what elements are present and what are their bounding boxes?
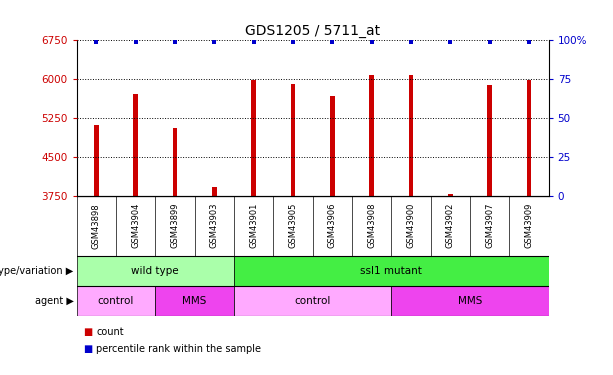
Text: GSM43898: GSM43898 (92, 203, 101, 249)
Bar (330, 96, 335, 196)
Text: ■: ■ (83, 344, 92, 354)
Bar (251, 80, 256, 196)
Bar (77, 286, 155, 316)
Text: ■: ■ (83, 327, 92, 337)
Bar (94, 124, 99, 196)
Bar (234, 256, 549, 286)
Bar (155, 286, 234, 316)
Text: count: count (96, 327, 124, 337)
Text: control: control (294, 296, 331, 306)
Bar (369, 75, 374, 196)
Text: GSM43909: GSM43909 (525, 203, 533, 249)
Text: GSM43901: GSM43901 (249, 203, 258, 249)
Bar (133, 93, 138, 196)
Title: GDS1205 / 5711_at: GDS1205 / 5711_at (245, 24, 380, 38)
Bar (448, 194, 452, 196)
Text: GSM43908: GSM43908 (367, 203, 376, 249)
Text: GSM43904: GSM43904 (131, 203, 140, 249)
Text: MMS: MMS (183, 296, 207, 306)
Text: wild type: wild type (131, 266, 179, 276)
Text: ssl1 mutant: ssl1 mutant (360, 266, 422, 276)
Text: control: control (97, 296, 134, 306)
Bar (487, 85, 492, 196)
Text: MMS: MMS (458, 296, 482, 306)
Text: GSM43905: GSM43905 (289, 203, 297, 249)
Text: GSM43903: GSM43903 (210, 203, 219, 249)
Bar (77, 256, 234, 286)
Text: GSM43900: GSM43900 (406, 203, 416, 249)
Bar (391, 286, 549, 316)
Text: genotype/variation ▶: genotype/variation ▶ (0, 266, 74, 276)
Bar (212, 187, 216, 196)
Text: percentile rank within the sample: percentile rank within the sample (96, 344, 261, 354)
Text: GSM43907: GSM43907 (485, 203, 494, 249)
Bar (291, 84, 295, 196)
Bar (527, 80, 531, 196)
Text: GSM43899: GSM43899 (170, 203, 180, 249)
Bar (409, 75, 413, 196)
Bar (173, 128, 177, 196)
Text: GSM43902: GSM43902 (446, 203, 455, 249)
Text: agent ▶: agent ▶ (35, 296, 74, 306)
Text: GSM43906: GSM43906 (328, 203, 337, 249)
Bar (234, 286, 391, 316)
